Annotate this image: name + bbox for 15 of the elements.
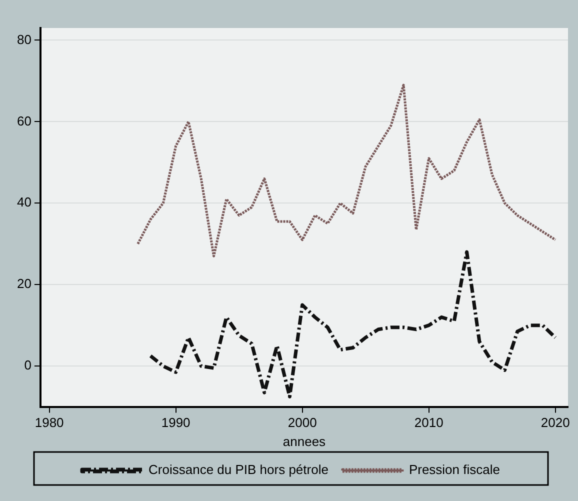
- y-tick-label: 40: [16, 194, 32, 210]
- x-tick-label: 1980: [34, 415, 64, 430]
- y-tick-label: 60: [16, 113, 32, 128]
- x-axis-title: annees: [282, 434, 326, 449]
- x-tick-label: 2010: [414, 415, 444, 430]
- x-tick-label: 2000: [288, 415, 317, 430]
- legend-label: Croissance du PIB hors pétrole: [148, 462, 328, 478]
- line-series: [148, 250, 558, 398]
- y-tick-label: 0: [24, 358, 32, 373]
- legend-label: Pression fiscale: [408, 462, 500, 478]
- x-tick-label: 1990: [161, 415, 190, 430]
- x-tick-label: 2020: [540, 415, 570, 430]
- y-tick-label: 20: [16, 276, 32, 292]
- line-series: [136, 84, 557, 258]
- y-tick-label: 80: [16, 32, 32, 47]
